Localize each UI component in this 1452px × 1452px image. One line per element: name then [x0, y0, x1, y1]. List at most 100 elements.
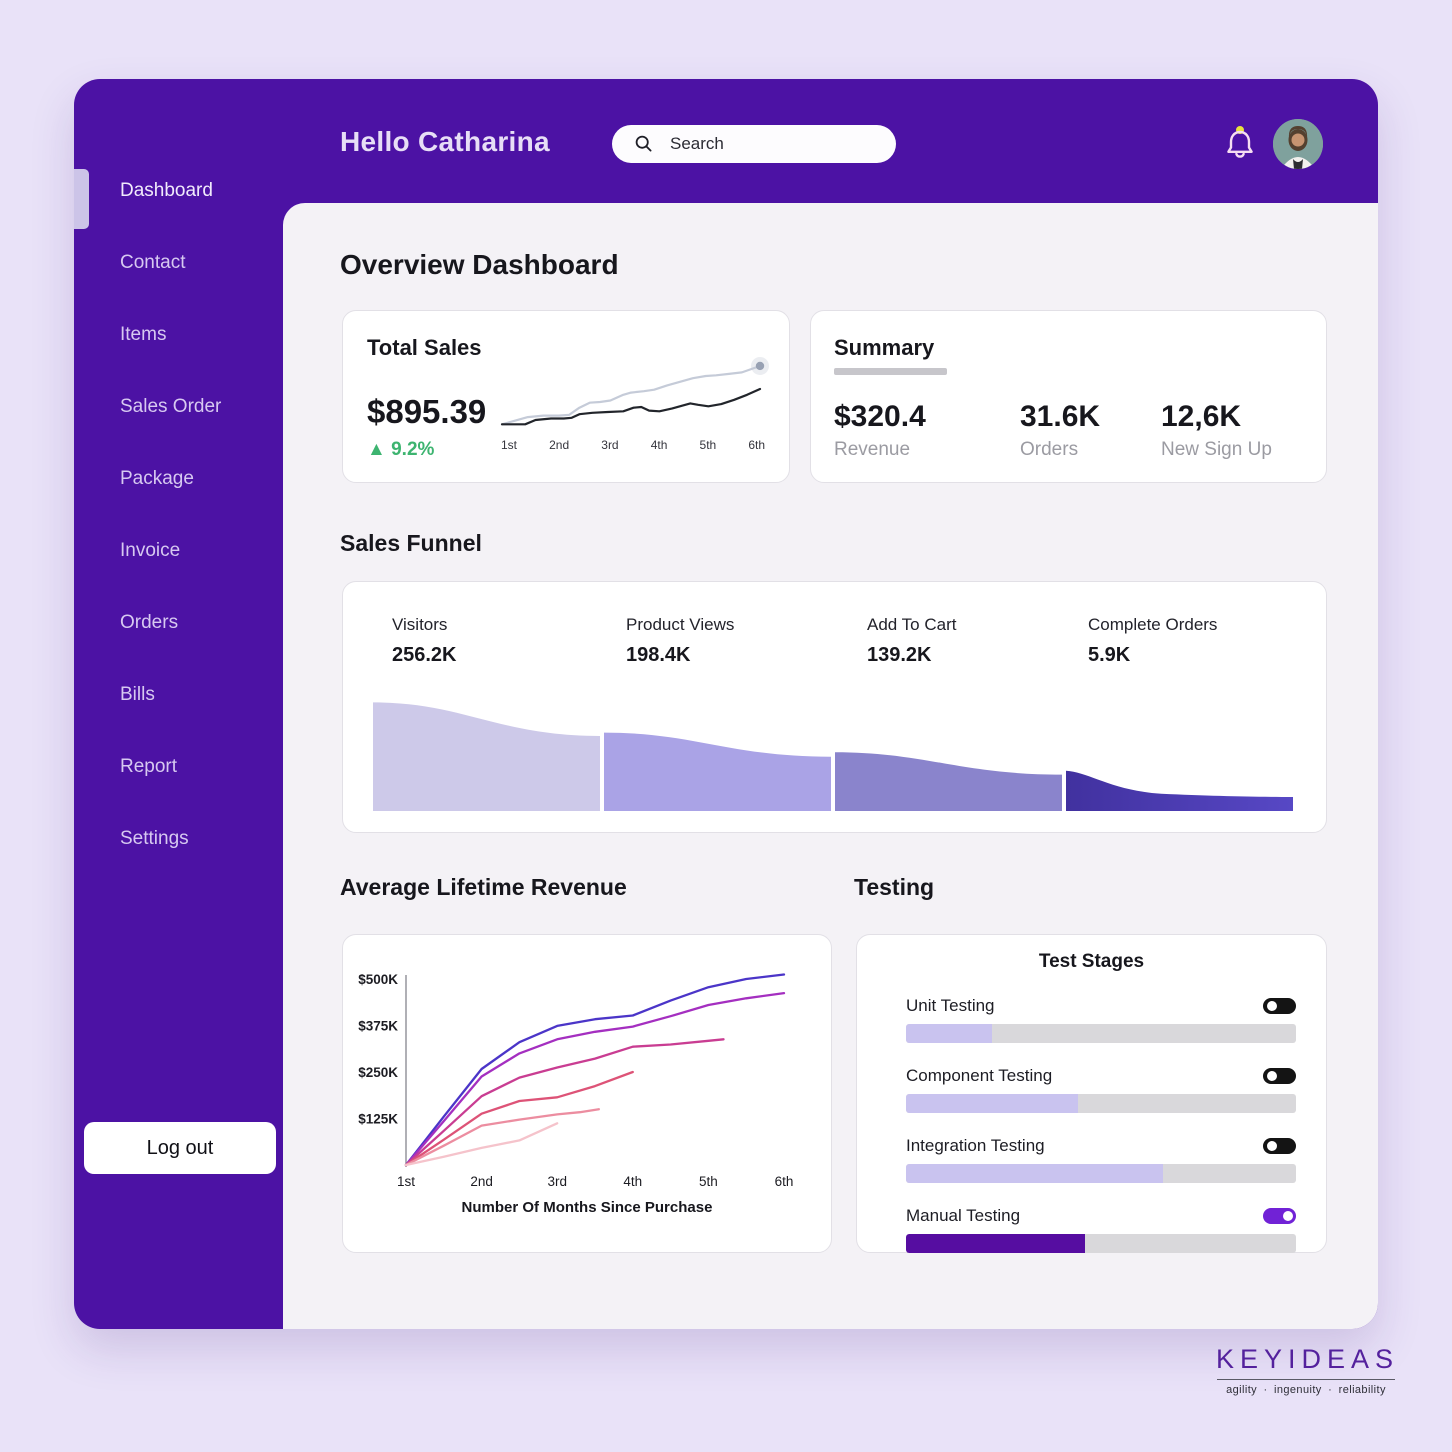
avg-revenue-section: Average Lifetime Revenue $500K $375K $250K…: [340, 872, 832, 1253]
test-stages-card: Test Stages Unit Testing Component Testi…: [856, 934, 1327, 1253]
toggle-knob: [1267, 1141, 1277, 1151]
stat-label: Revenue: [834, 439, 911, 460]
svg-text:2nd: 2nd: [470, 1174, 493, 1189]
summary-stat-signups: 12,6K New Sign Up: [1161, 400, 1272, 461]
progress-track: [906, 1094, 1296, 1113]
top-cards-row: Total Sales $895.39 ▲ 9.2% 1st 2nd 3rd 4…: [342, 310, 1327, 483]
sidebar-item-orders[interactable]: Orders: [120, 612, 179, 633]
svg-text:4th: 4th: [623, 1174, 642, 1189]
tick-label: 6th: [748, 438, 765, 452]
testing-title: Testing: [854, 874, 935, 900]
funnel-stage-value: 256.2K: [392, 644, 457, 666]
summary-title: Summary: [834, 335, 935, 360]
stat-value: $320.4: [834, 400, 926, 433]
search-icon: [635, 135, 652, 152]
progress-track: [906, 1234, 1296, 1253]
progress-fill: [906, 1094, 1078, 1113]
stat-value: 12,6K: [1161, 400, 1242, 433]
tick-label: 1st: [501, 438, 518, 452]
funnel-chart: [373, 702, 1293, 811]
sidebar-item-items[interactable]: Items: [120, 324, 167, 345]
funnel-stage-value: 198.4K: [626, 644, 691, 666]
svg-text:3rd: 3rd: [547, 1174, 567, 1189]
test-stage-row: Component Testing: [906, 1064, 1296, 1113]
search-input[interactable]: [670, 134, 870, 154]
sidebar-nav: Dashboard Contact Items Sales Order Pack…: [74, 178, 283, 898]
sidebar-item-report[interactable]: Report: [120, 756, 178, 777]
sidebar-item-package[interactable]: Package: [120, 468, 194, 489]
total-sales-card: Total Sales $895.39 ▲ 9.2% 1st 2nd 3rd 4…: [342, 310, 790, 483]
total-sales-change: ▲ 9.2%: [367, 439, 434, 461]
summary-stat-orders: 31.6K Orders: [1020, 400, 1161, 461]
funnel-stage-value: 5.9K: [1088, 644, 1131, 666]
summary-stat-revenue: $320.4 Revenue: [834, 400, 1020, 461]
sidebar-item-settings[interactable]: Settings: [120, 828, 189, 849]
sidebar-item-bills[interactable]: Bills: [120, 684, 155, 705]
tick-label: 5th: [699, 438, 717, 452]
search-bar[interactable]: [612, 125, 896, 163]
summary-stats: $320.4 Revenue 31.6K Orders 12,6K New Si…: [834, 400, 1326, 461]
funnel-stage-value: 139.2K: [867, 644, 932, 666]
progress-fill: [906, 1164, 1164, 1183]
sidebar-item-contact[interactable]: Contact: [120, 252, 186, 273]
page-title: Overview Dashboard: [340, 249, 619, 280]
toggle-knob: [1267, 1071, 1277, 1081]
test-stage-row: Manual Testing: [906, 1204, 1296, 1253]
svg-text:$375K: $375K: [358, 1019, 398, 1034]
sales-funnel-card: Visitors 256.2K Product Views 198.4K Add…: [342, 581, 1327, 833]
up-arrow-icon: ▲: [367, 439, 386, 460]
funnel-stage-label: Visitors: [392, 615, 448, 634]
funnel-stage-add-to-cart: Add To Cart 139.2K: [867, 615, 1088, 667]
svg-text:$500K: $500K: [358, 972, 398, 987]
svg-text:6th: 6th: [775, 1174, 794, 1189]
x-axis-title: Number Of Months Since Purchase: [461, 1199, 713, 1216]
avg-revenue-card: $500K $375K $250K $125K 1st 2nd 3rd 4th 5th 6th N…: [342, 934, 832, 1253]
svg-text:1st: 1st: [397, 1174, 415, 1189]
funnel-stage-complete-orders: Complete Orders 5.9K: [1088, 615, 1217, 667]
toggle-knob: [1267, 1001, 1277, 1011]
total-sales-sparkline: 1st 2nd 3rd 4th 5th 6th: [497, 349, 769, 452]
active-nav-indicator: [74, 169, 89, 229]
svg-text:$125K: $125K: [358, 1112, 398, 1127]
test-stage-row: Integration Testing: [906, 1134, 1296, 1183]
toggle-knob: [1283, 1211, 1293, 1221]
sales-funnel-title: Sales Funnel: [340, 530, 482, 556]
total-sales-title: Total Sales: [367, 335, 482, 360]
dashboard-app-window: Hello Catharina Dashboard Contact Items …: [74, 79, 1378, 1329]
summary-card: Summary $320.4 Revenue 31.6K Orders 12,6…: [810, 310, 1327, 483]
test-stage-label: Unit Testing: [906, 996, 995, 1015]
bottom-row: Average Lifetime Revenue $500K $375K $250K…: [340, 872, 1327, 1253]
test-stages-heading: Test Stages: [1038, 951, 1145, 972]
brand-logo: KEYIDEAS: [1216, 1344, 1400, 1374]
funnel-stage-label: Product Views: [626, 615, 735, 634]
test-stage-label: Component Testing: [906, 1066, 1053, 1085]
notifications-button[interactable]: [1223, 123, 1257, 165]
progress-fill: [906, 1234, 1086, 1253]
sparkline-x-labels: 1st 2nd 3rd 4th 5th 6th: [497, 438, 769, 452]
progress-fill: [906, 1024, 992, 1043]
stat-value: 31.6K: [1020, 400, 1101, 433]
manual-testing-toggle[interactable]: [1263, 1208, 1296, 1224]
tick-label: 3rd: [601, 438, 619, 452]
total-sales-value: $895.39: [367, 393, 487, 430]
stat-label: Orders: [1020, 439, 1079, 460]
stat-label: New Sign Up: [1161, 439, 1272, 460]
sparkline-chart: [500, 356, 769, 426]
progress-track: [906, 1164, 1296, 1183]
sidebar-item-dashboard[interactable]: Dashboard: [120, 180, 213, 201]
funnel-stage-label: Complete Orders: [1088, 615, 1218, 634]
integration-testing-toggle[interactable]: [1263, 1138, 1296, 1154]
test-stage-row: Unit Testing: [906, 994, 1296, 1043]
svg-text:5th: 5th: [699, 1174, 718, 1189]
sidebar-item-invoice[interactable]: Invoice: [120, 540, 181, 561]
unit-testing-toggle[interactable]: [1263, 998, 1296, 1014]
test-stage-label: Manual Testing: [906, 1206, 1021, 1225]
funnel-stage-label: Add To Cart: [867, 615, 957, 634]
funnel-stage-product-views: Product Views 198.4K: [626, 615, 867, 667]
bell-icon: [1227, 126, 1253, 158]
component-testing-toggle[interactable]: [1263, 1068, 1296, 1084]
avatar-image: [1273, 119, 1323, 169]
user-avatar[interactable]: [1273, 119, 1323, 169]
logout-button[interactable]: Log out: [84, 1122, 276, 1174]
sidebar-item-sales-order[interactable]: Sales Order: [120, 396, 222, 417]
